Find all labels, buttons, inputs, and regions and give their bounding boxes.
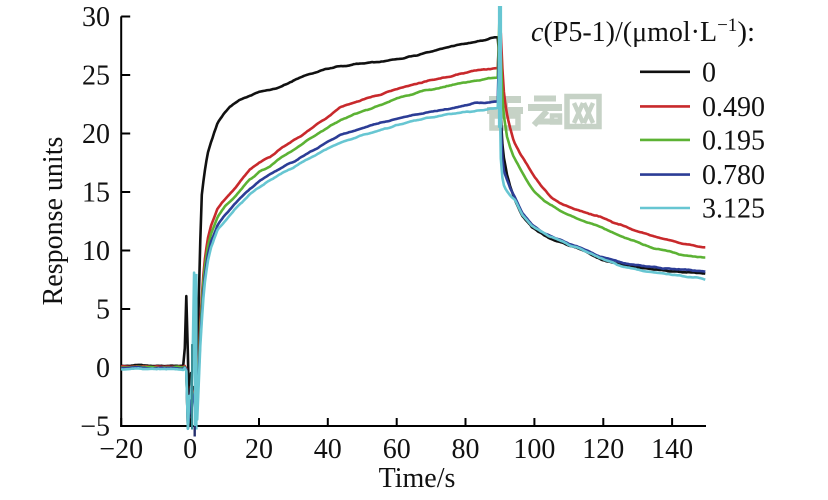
svg-text:0.490: 0.490	[702, 92, 765, 123]
svg-text:0: 0	[183, 434, 197, 465]
svg-text:0: 0	[702, 57, 716, 88]
svg-text:0.780: 0.780	[702, 160, 765, 191]
svg-text:5: 5	[96, 295, 110, 326]
svg-text:−5: −5	[80, 412, 110, 443]
svg-text:30: 30	[82, 2, 110, 33]
svg-text:0.195: 0.195	[702, 125, 765, 156]
svg-text:140: 140	[651, 434, 693, 465]
svg-text:100: 100	[513, 434, 555, 465]
svg-text:25: 25	[82, 61, 110, 92]
svg-text:Response units: Response units	[38, 137, 69, 306]
svg-text:Time/s: Time/s	[379, 463, 456, 494]
svg-text:3.125: 3.125	[702, 194, 765, 225]
svg-text:15: 15	[82, 178, 110, 209]
svg-text:60: 60	[383, 434, 411, 465]
svg-text:20: 20	[245, 434, 273, 465]
svg-text:20: 20	[82, 119, 110, 150]
svg-text:40: 40	[314, 434, 342, 465]
svg-text:10: 10	[82, 236, 110, 267]
svg-text:120: 120	[582, 434, 624, 465]
svg-text:0: 0	[96, 353, 110, 384]
svg-text:−20: −20	[99, 434, 143, 465]
svg-text:80: 80	[452, 434, 480, 465]
